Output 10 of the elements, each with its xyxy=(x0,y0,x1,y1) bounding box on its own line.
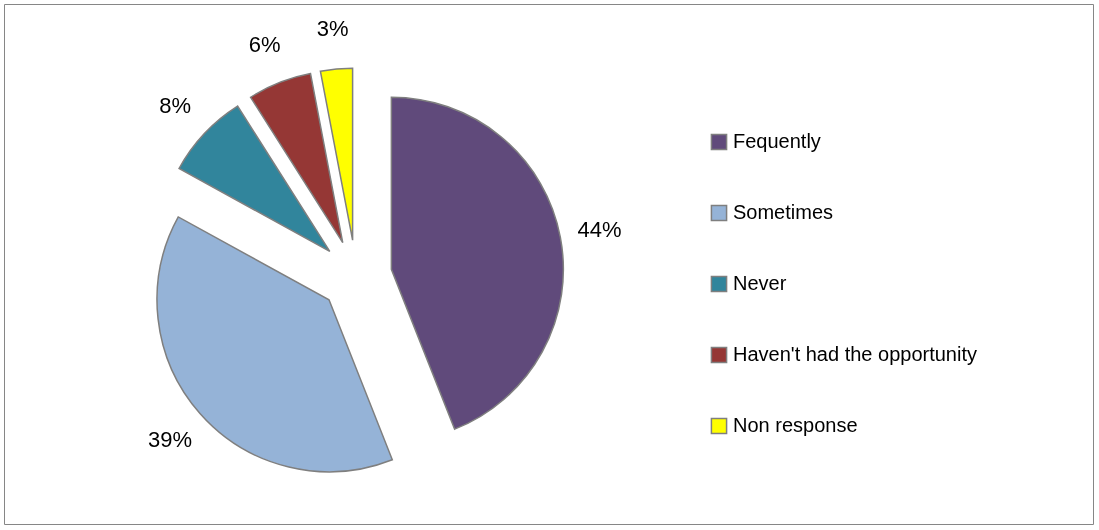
data-label: 3% xyxy=(316,16,349,42)
data-label: 8% xyxy=(159,93,192,119)
legend-label: Never xyxy=(733,272,787,294)
data-label: 39% xyxy=(147,427,192,453)
legend-label: Sometimes xyxy=(733,201,834,223)
data-label: 44% xyxy=(577,216,622,242)
data-label: 6% xyxy=(248,32,281,58)
legend-label: Haven't had the opportunity xyxy=(733,343,977,365)
legend-label: Non response xyxy=(733,414,858,436)
legend-label: Fequently xyxy=(733,130,821,152)
